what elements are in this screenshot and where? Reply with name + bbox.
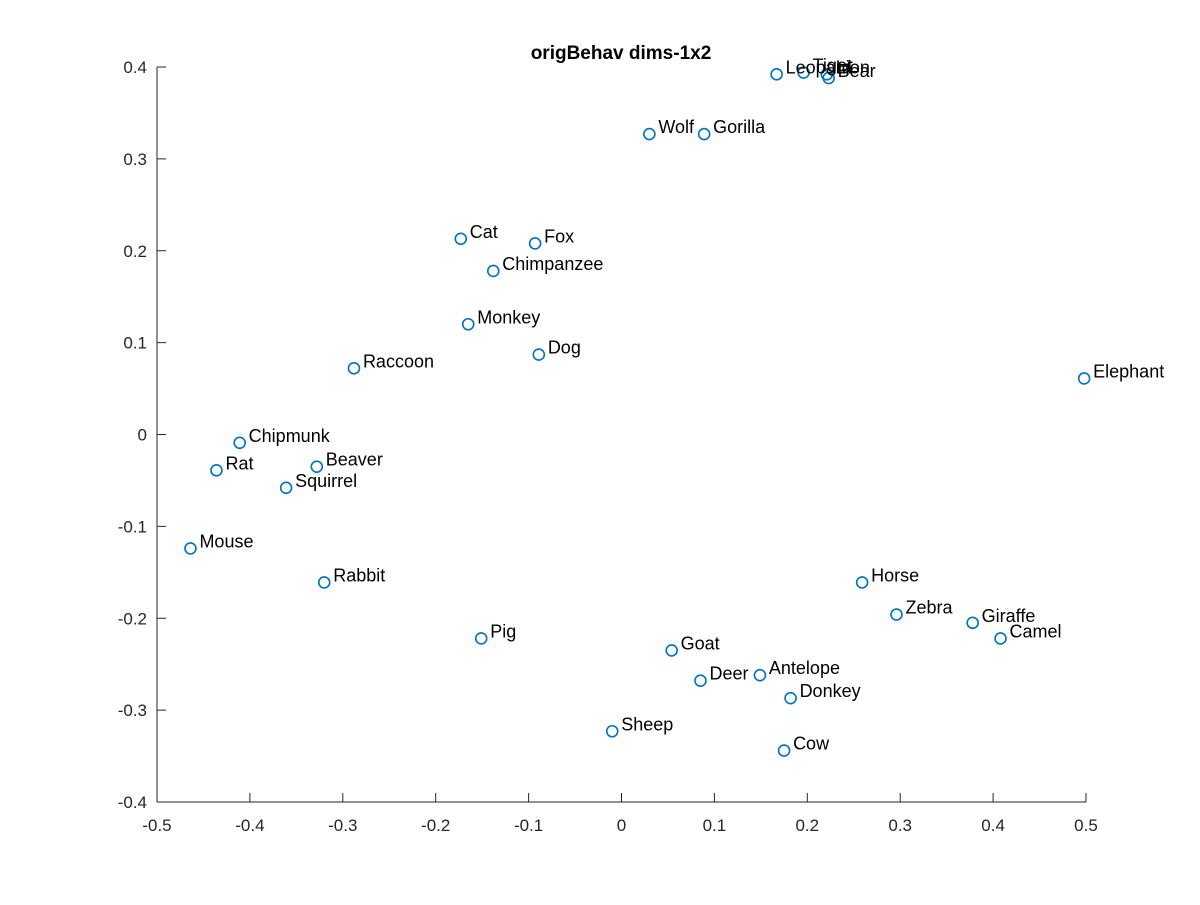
chart-title: origBehav dims-1x2 (531, 43, 712, 64)
data-point (528, 237, 542, 250)
data-point (770, 68, 783, 81)
data-point (890, 608, 903, 621)
point-label: Wolf (658, 117, 695, 137)
point-label: Camel (1010, 621, 1062, 641)
data-point (643, 127, 656, 141)
data-point (605, 724, 619, 738)
data-point (777, 744, 791, 757)
data-point (697, 127, 711, 141)
point-label: Rat (225, 453, 253, 473)
x-tick-label: 0.2 (795, 816, 819, 835)
data-point (210, 464, 223, 477)
point-label: Leopard (786, 57, 852, 77)
data-point (1077, 372, 1091, 385)
data-point (994, 632, 1007, 645)
point-label: Pig (490, 621, 516, 641)
data-point (279, 481, 293, 495)
point-label: Cat (470, 222, 498, 242)
y-tick-label: 0.1 (123, 334, 147, 353)
point-label: Fox (544, 226, 574, 246)
data-point (474, 632, 488, 645)
point-label: Goat (681, 633, 720, 653)
point-label: Raccoon (363, 351, 434, 371)
x-tick-label: -0.5 (142, 816, 171, 835)
data-point (184, 542, 197, 555)
data-point (665, 644, 678, 657)
data-point (461, 317, 475, 331)
data-point (310, 460, 324, 473)
x-tick-label: -0.3 (328, 816, 357, 835)
y-tick-label: -0.3 (118, 701, 147, 720)
point-label: Antelope (769, 658, 840, 678)
x-tick-label: 0.5 (1074, 816, 1098, 835)
point-label: Deer (709, 664, 748, 684)
point-label: Mouse (199, 531, 253, 551)
point-label: Tiger (813, 56, 853, 76)
x-tick-label: -0.4 (235, 816, 264, 835)
point-label: Horse (871, 565, 919, 585)
point-label: Zebra (905, 598, 953, 618)
data-point (753, 668, 767, 682)
data-point (784, 691, 797, 705)
data-point (233, 436, 246, 450)
point-label: Dog (548, 338, 581, 358)
point-label: Giraffe (982, 606, 1036, 626)
x-tick-label: -0.2 (421, 816, 450, 835)
data-point (317, 576, 331, 589)
point-label: Sheep (621, 714, 673, 734)
point-label: Chipmunk (249, 426, 331, 446)
x-tick-label: -0.1 (514, 816, 543, 835)
point-label: Elephant (1093, 361, 1164, 381)
data-point (347, 362, 361, 375)
axes: -0.5 -0.4 -0.3 -0.2 -0.1 0 0.1 0.2 0.3 0.4 0.5 0.4 0… (118, 58, 1098, 835)
x-tick-label: 0 (617, 816, 626, 835)
y-tick-label: 0 (138, 426, 147, 445)
point-label: Lion (836, 57, 870, 77)
data-point (486, 264, 500, 278)
data-point (855, 576, 869, 589)
y-tick-label: 0.3 (123, 150, 147, 169)
y-tick-label: -0.2 (118, 609, 147, 628)
data-points (184, 66, 1091, 757)
point-label: Donkey (800, 681, 861, 701)
point-label: Monkey (477, 307, 540, 327)
point-label: Rabbit (333, 565, 385, 585)
x-tick-label: 0.1 (703, 816, 727, 835)
y-tick-label: -0.1 (118, 517, 147, 536)
y-tick-label: 0.4 (123, 58, 147, 77)
point-label: Squirrel (295, 471, 357, 491)
data-point (694, 674, 707, 688)
point-label: Beaver (326, 450, 383, 470)
y-tick-label: -0.4 (118, 793, 147, 812)
point-label: Cow (793, 734, 830, 754)
y-tick-label: 0.2 (123, 242, 147, 261)
point-label: Bear (838, 61, 876, 81)
point-label: Gorilla (713, 117, 766, 137)
x-tick-label: 0.3 (888, 816, 912, 835)
data-point (454, 232, 468, 246)
x-tick-label: 0.4 (981, 816, 1005, 835)
data-point (966, 616, 979, 630)
data-point (822, 71, 835, 85)
data-point (532, 348, 546, 361)
data-point (797, 66, 810, 79)
point-label: Chimpanzee (502, 254, 603, 274)
